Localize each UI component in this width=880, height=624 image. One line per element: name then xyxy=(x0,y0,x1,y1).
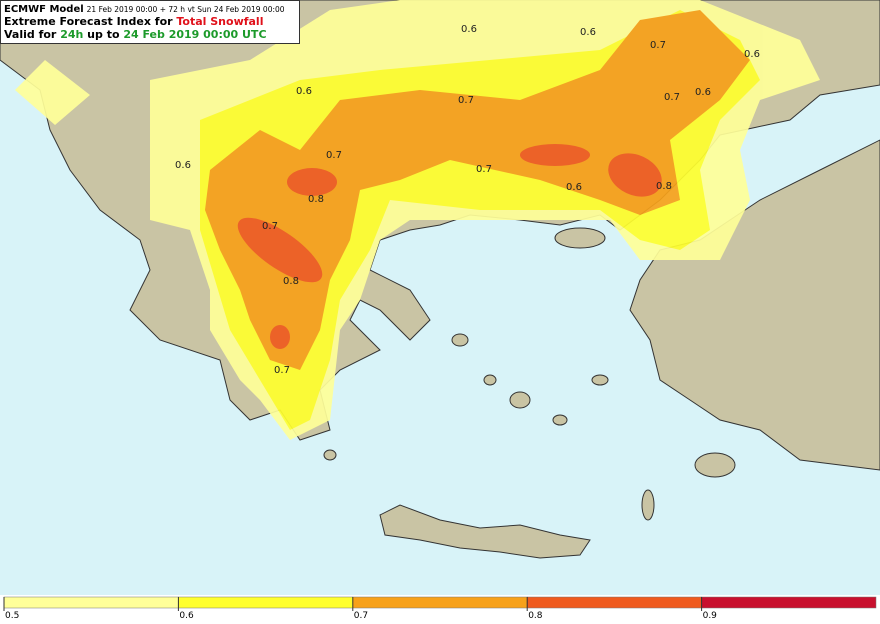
header-box: ECMWF Model 21 Feb 2019 00:00 + 72 h vt S… xyxy=(0,0,300,44)
colorbar-tick-label: 0.7 xyxy=(354,611,368,620)
contour-label: 0.6 xyxy=(175,160,191,171)
contour-label: 0.7 xyxy=(274,365,290,376)
header-line-1: ECMWF Model 21 Feb 2019 00:00 + 72 h vt S… xyxy=(4,4,285,15)
contour-label: 0.7 xyxy=(262,221,278,232)
valid-mid: up to xyxy=(83,28,123,41)
contour-label: 0.6 xyxy=(744,49,760,60)
colorbar-segment xyxy=(352,596,528,609)
contour-labels: 0.6 0.6 0.6 0.6 0.6 0.6 0.6 0.7 0.7 0.7 0.7 0.7 0.7 0… xyxy=(175,24,760,376)
colorbar-tick-label: 0.6 xyxy=(179,611,194,620)
contour-label: 0.8 xyxy=(656,181,672,192)
contour-label: 0.7 xyxy=(458,95,474,106)
contour-label: 0.7 xyxy=(650,40,666,51)
run: 21 Feb 2019 00:00 + 72 h vt Sun 24 Feb 2… xyxy=(87,5,285,14)
colorbar-tick-label: 0.8 xyxy=(528,611,543,620)
valid-prefix: Valid for xyxy=(4,28,60,41)
header-background xyxy=(0,0,300,44)
contour-label: 0.6 xyxy=(695,87,711,98)
colorbar-tick-label: 0.5 xyxy=(5,611,19,620)
colorbar: 0.5 0.6 0.7 0.8 0.9 xyxy=(3,596,877,621)
title-prefix: Extreme Forecast Index for xyxy=(4,15,176,28)
model: ECMWF Model xyxy=(4,4,84,15)
valid-period: 24h xyxy=(60,28,83,41)
title-param: Total Snowfall xyxy=(176,15,263,28)
contour-label: 0.8 xyxy=(283,276,299,287)
valid-time: 24 Feb 2019 00:00 UTC xyxy=(123,28,266,41)
contour-label: 0.6 xyxy=(580,27,596,38)
contour-label: 0.8 xyxy=(308,194,324,205)
colorbar-segment xyxy=(3,596,179,609)
contour-label: 0.7 xyxy=(664,92,680,103)
snow-index-areas xyxy=(15,0,820,440)
contour-label: 0.7 xyxy=(326,150,342,161)
colorbar-segment xyxy=(178,596,354,609)
contour-label: 0.6 xyxy=(296,86,312,97)
contour-label: 0.6 xyxy=(461,24,477,35)
contour-label: 0.7 xyxy=(476,164,492,175)
colorbar-tick-label: 0.9 xyxy=(703,611,718,620)
contour-label: 0.6 xyxy=(566,182,582,193)
header-line-2: Extreme Forecast Index for Total Snowfal… xyxy=(4,15,263,28)
header-line-3: Valid for 24h up to 24 Feb 2019 00:00 UT… xyxy=(4,28,267,41)
colorbar-segment xyxy=(701,596,877,609)
colorbar-segment xyxy=(526,596,702,609)
